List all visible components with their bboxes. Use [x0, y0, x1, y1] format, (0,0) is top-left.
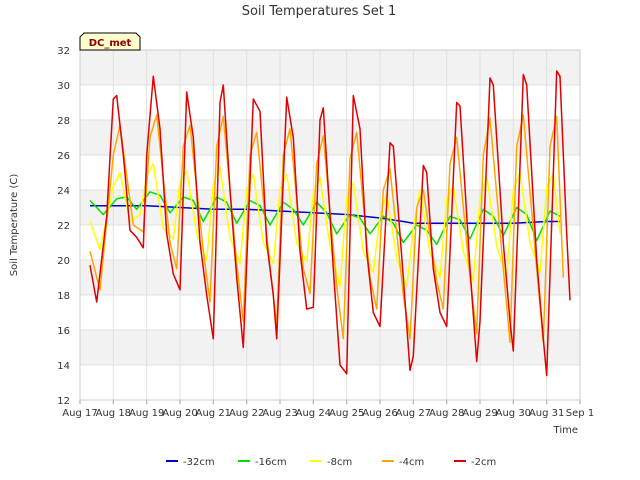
y-tick-label: 24 [57, 186, 70, 197]
badge-label: DC_met [89, 38, 132, 49]
x-tick-label: Sep 1 [566, 408, 594, 419]
x-tick-label: Aug 29 [462, 408, 497, 419]
y-tick-label: 12 [57, 396, 70, 407]
legend-label: -32cm [183, 457, 215, 468]
grid-band [80, 120, 580, 155]
legend-label: -16cm [255, 457, 287, 468]
series-line-minus-2cm [89, 70, 571, 377]
y-tick-label: 20 [57, 256, 70, 267]
x-tick-label: Aug 18 [96, 408, 131, 419]
series-lines [89, 70, 571, 377]
series-line-minus-16cm [89, 191, 561, 246]
grid-band [80, 260, 580, 295]
x-tick-label: Aug 31 [529, 408, 564, 419]
legend-label: -8cm [327, 457, 352, 468]
y-tick-label: 28 [57, 116, 70, 127]
y-tick-label: 16 [57, 326, 70, 337]
x-tick-label: Aug 19 [129, 408, 164, 419]
plot-border [79, 49, 581, 401]
y-tick-label: 30 [57, 81, 70, 92]
legend-label: -2cm [471, 457, 496, 468]
legend: -32cm -16cm -8cm -4cm -2cm [166, 457, 496, 468]
y-tick-label: 22 [57, 221, 70, 232]
grid-band [80, 330, 580, 365]
x-tick-label: Aug 23 [262, 408, 297, 419]
x-tick-label: Aug 17 [62, 408, 97, 419]
chart-title: Soil Temperatures Set 1 [242, 4, 397, 19]
legend-label: -4cm [399, 457, 424, 468]
x-tick-label: Aug 28 [429, 408, 464, 419]
x-tick-label: Aug 27 [396, 408, 431, 419]
badge-shape [79, 32, 141, 51]
y-tick-label: 14 [57, 361, 70, 372]
x-tick-label: Aug 25 [329, 408, 364, 419]
x-axis-title: Time [553, 425, 578, 436]
x-tick-label: Aug 26 [362, 408, 397, 419]
y-tick-label: 32 [57, 46, 70, 57]
x-tick-label: Aug 21 [196, 408, 231, 419]
grid-band [80, 50, 580, 85]
y-axis-title: Soil Temperature (C) [9, 174, 20, 277]
y-tick-label: 18 [57, 291, 70, 302]
x-tick-label: Aug 20 [162, 408, 197, 419]
y-tick-labels: 12 14 16 18 20 22 24 26 28 30 32 [57, 46, 70, 407]
series-line-minus-8cm [89, 162, 561, 288]
x-tick-label: Aug 24 [296, 408, 331, 419]
x-tick-label: Aug 30 [496, 408, 531, 419]
y-tick-label: 26 [57, 151, 70, 162]
station-badge: DC_met [79, 32, 141, 51]
x-tick-label: Aug 22 [229, 408, 264, 419]
